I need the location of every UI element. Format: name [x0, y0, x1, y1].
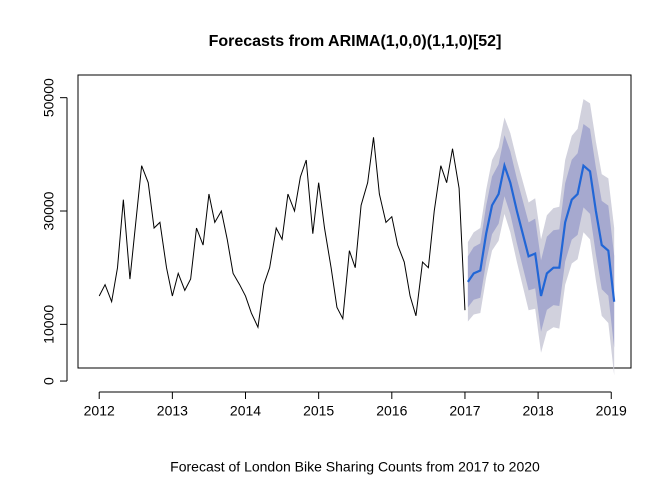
- prediction-interval: [467, 124, 615, 348]
- forecast-line: [466, 161, 616, 302]
- x-tick-label: 2013: [157, 403, 188, 419]
- x-tick-label: 2014: [230, 403, 261, 419]
- y-tick-label: 10000: [41, 305, 57, 344]
- y-tick-label: 50000: [41, 78, 57, 117]
- x-tick-label: 2019: [596, 403, 627, 419]
- x-tick-label: 2012: [84, 403, 115, 419]
- x-tick-label: 2016: [376, 403, 407, 419]
- x-tick-label: 2018: [523, 403, 554, 419]
- x-axis-label: Forecast of London Bike Sharing Counts f…: [170, 459, 540, 475]
- chart-title: Forecasts from ARIMA(1,0,0)(1,1,0)[52]: [209, 33, 502, 50]
- x-tick-label: 2015: [303, 403, 334, 419]
- plot-box: [77, 74, 632, 369]
- history-line: [98, 137, 466, 329]
- x-tick-label: 2017: [449, 403, 480, 419]
- y-tick-label: 0: [41, 377, 57, 385]
- y-tick-label: 30000: [41, 191, 57, 230]
